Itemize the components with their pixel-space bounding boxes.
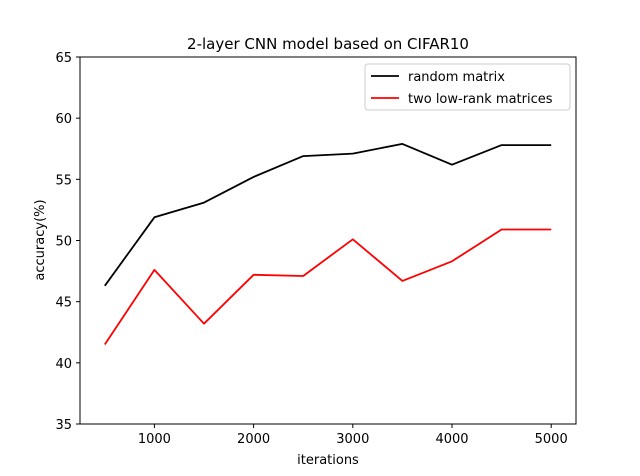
legend: random matrix two low-rank matrices [364, 63, 571, 111]
y-tick-label: 65 [55, 51, 72, 66]
plot-frame [79, 56, 577, 425]
y-axis-label: accuracy(%) [33, 199, 48, 280]
series-line-1 [104, 142, 552, 287]
x-tick-label: 5000 [535, 432, 568, 447]
y-tick-label: 35 [55, 418, 72, 433]
x-tick-label: 3000 [336, 432, 369, 447]
y-tick-label: 55 [55, 173, 72, 188]
legend-label-2: two low-rank matrices [408, 92, 553, 107]
x-tick-label: 4000 [435, 432, 468, 447]
y-tick-label: 50 [55, 235, 72, 250]
chart-title: 2-layer CNN model based on CIFAR10 [187, 35, 469, 53]
y-tick-label: 40 [55, 357, 72, 372]
x-tick-label: 1000 [138, 432, 171, 447]
series-line-2 [104, 228, 552, 345]
x-axis-label: iterations [297, 453, 359, 468]
y-tick-label: 60 [55, 112, 72, 127]
x-tick-label: 2000 [237, 432, 270, 447]
y-tick-label: 45 [55, 296, 72, 311]
legend-label-1: random matrix [408, 70, 505, 85]
legend-box [364, 63, 571, 111]
